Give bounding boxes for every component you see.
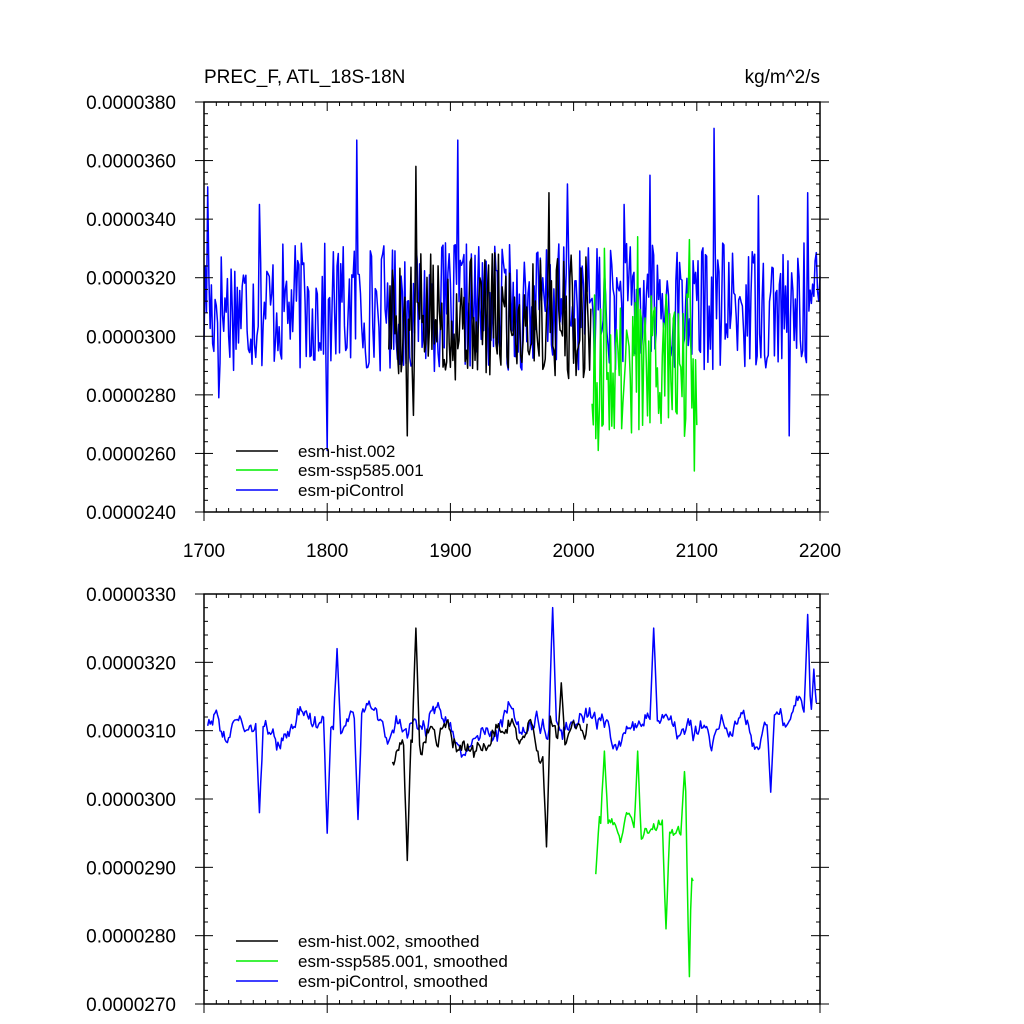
top-y-tick-label: 0.0000380 [86, 93, 176, 114]
top-y-tick-label: 0.0000240 [86, 503, 176, 524]
top-x-tick-label: 2200 [799, 541, 841, 562]
top-x-tick-label: 1800 [306, 541, 348, 562]
bottom-chart-legend: esm-hist.002, smoothed esm-ssp585.001, s… [236, 932, 508, 991]
top-series-line-esm-picontrol [203, 127, 821, 452]
legend-label-picontrol: esm-piControl [298, 481, 404, 500]
bottom-chart-frame [203, 593, 821, 1005]
top-y-tick-label: 0.0000280 [86, 386, 176, 407]
bottom-y-tick-label: 0.0000330 [86, 585, 176, 606]
bottom-chart-series-group [206, 606, 818, 978]
top-chart-frame [203, 101, 821, 513]
bottom-chart-panel: 0.0000270 0.0000280 0.0000290 0.0000300 0.00… [86, 585, 829, 1016]
bottom-y-tick-label: 0.0000300 [86, 790, 176, 811]
bottom-y-tick-label: 0.0000270 [86, 995, 176, 1016]
bottom-y-tick-label: 0.0000310 [86, 722, 176, 743]
bottom-chart-ticks [195, 593, 829, 1013]
top-chart-y-tick-labels: 0.0000240 0.0000260 0.0000280 0.0000300 0.00… [86, 93, 176, 524]
legend-label-hist: esm-hist.002 [298, 442, 395, 461]
legend-label-hist-smoothed: esm-hist.002, smoothed [298, 932, 479, 951]
top-x-tick-label: 1700 [183, 541, 225, 562]
top-y-tick-label: 0.0000320 [86, 269, 176, 290]
top-series-line-esm-ssp585-001 [591, 235, 698, 472]
legend-label-picontrol-smoothed: esm-piControl, smoothed [298, 972, 488, 991]
legend-label-ssp585: esm-ssp585.001 [298, 461, 424, 480]
top-y-tick-label: 0.0000300 [86, 327, 176, 348]
top-chart-series-group [203, 127, 821, 472]
top-chart-panel: PREC_F, ATL_18S-18N kg/m^2/s 0.00002400.… [86, 67, 841, 562]
top-x-tick-label: 2100 [676, 541, 718, 562]
bottom-y-tick-label: 0.0000290 [86, 858, 176, 879]
top-y-tick-label: 0.0000340 [86, 210, 176, 231]
top-chart-title-right: kg/m^2/s [745, 67, 820, 88]
top-x-tick-label: 2000 [552, 541, 594, 562]
top-chart-legend: esm-hist.002 esm-ssp585.001 esm-piContro… [236, 442, 424, 500]
top-chart-title-left: PREC_F, ATL_18S-18N [204, 67, 405, 88]
bottom-y-tick-label: 0.0000320 [86, 653, 176, 674]
top-y-tick-label: 0.0000260 [86, 444, 176, 465]
top-x-tick-label: 1900 [429, 541, 471, 562]
bottom-series-line-esm-ssp585-001 [595, 750, 694, 978]
bottom-chart-y-tick-labels: 0.0000270 0.0000280 0.0000290 0.0000300 0.00… [86, 585, 176, 1016]
bottom-y-tick-label: 0.0000280 [86, 927, 176, 948]
top-series-line-esm-hist-002 [388, 165, 592, 437]
top-y-tick-label: 0.0000360 [86, 152, 176, 173]
legend-label-ssp585-smoothed: esm-ssp585.001, smoothed [298, 952, 508, 971]
top-chart-x-tick-labels: 1700 1800 1900 2000 2100 2200 [183, 541, 841, 562]
bottom-series-line-esm-picontrol [206, 606, 818, 834]
bottom-series-line-esm-hist-002 [391, 627, 588, 862]
